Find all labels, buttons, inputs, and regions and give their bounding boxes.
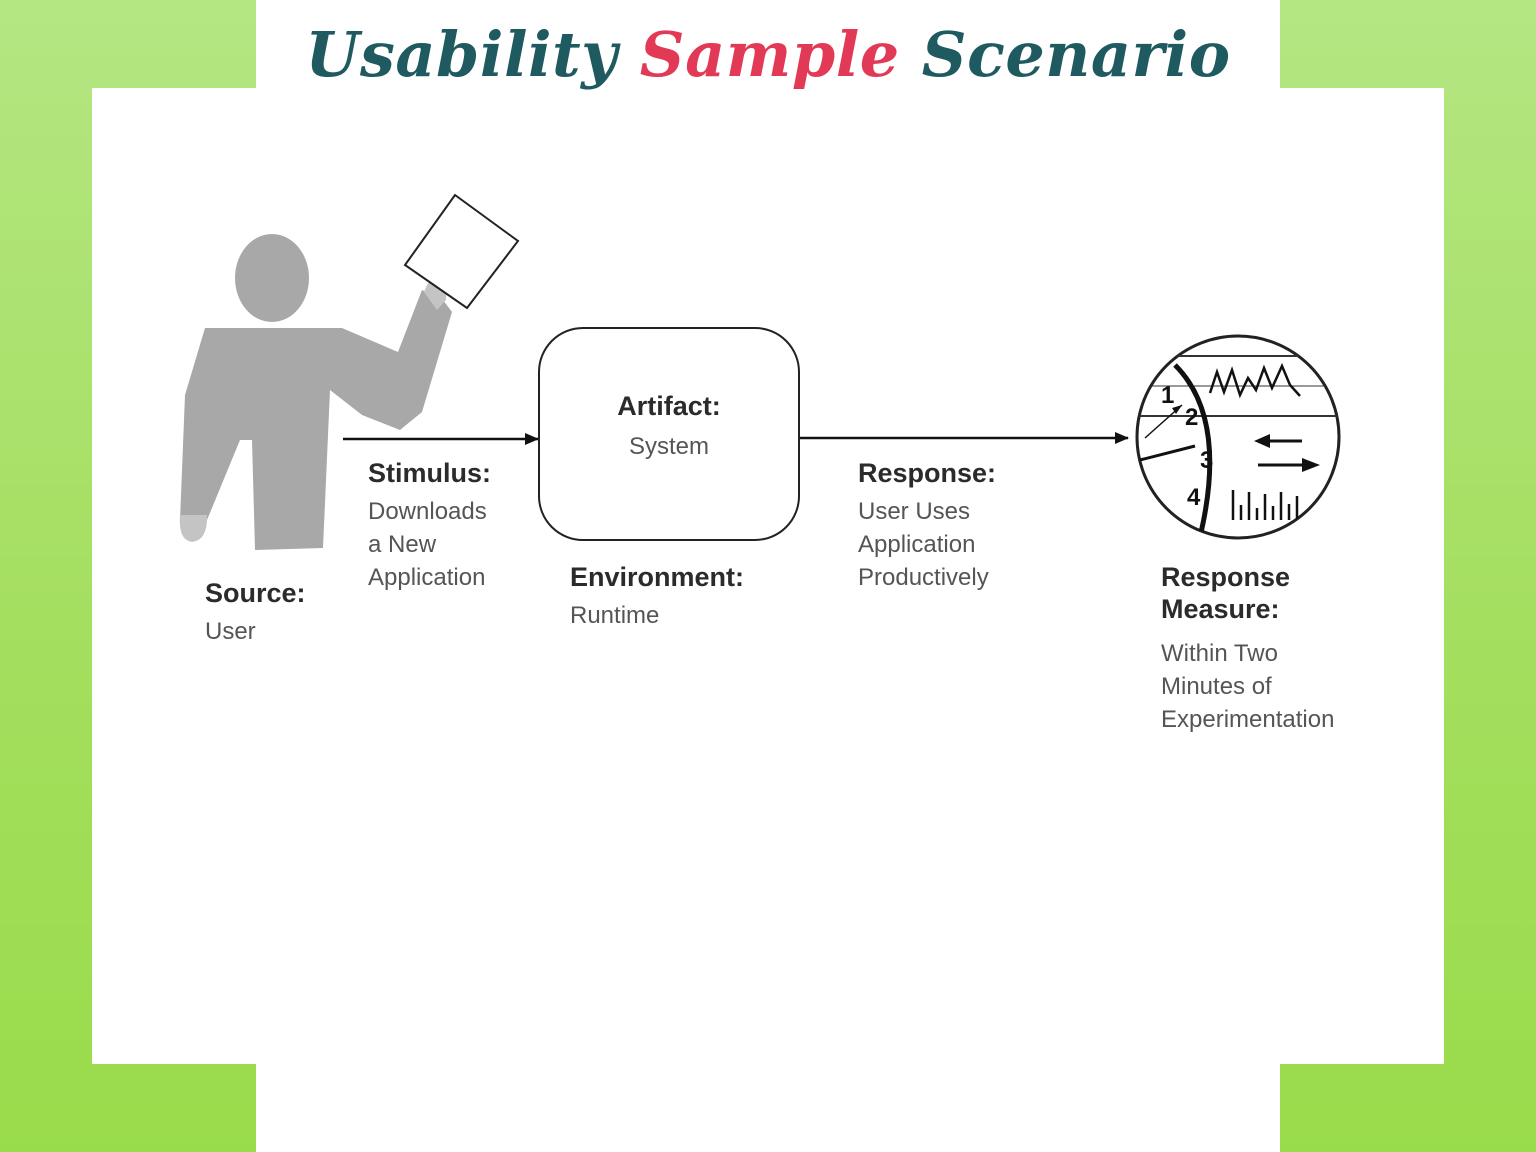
source-label: Source: User: [205, 577, 306, 648]
gauge-number-3: 3: [1200, 447, 1213, 474]
source-text: User: [205, 618, 256, 645]
environment-label: Environment: Runtime: [570, 561, 744, 632]
measurement-gauge-icon: 1 2 3 4: [1135, 334, 1341, 540]
response-measure-line-1: Within Two: [1161, 640, 1278, 667]
response-heading: Response:: [858, 458, 997, 488]
title-part-accent: Sample: [639, 18, 900, 91]
stimulus-line-1: Downloads: [368, 498, 487, 525]
response-measure-heading-2: Measure:: [1161, 594, 1280, 624]
stimulus-line-2: a New: [368, 531, 437, 558]
title-part-3: Scenario: [899, 18, 1231, 91]
artifact-label: Artifact: System: [539, 390, 799, 463]
artifact-box: [538, 327, 800, 541]
response-line-1: User Uses: [858, 498, 971, 525]
title-part-1: Usability: [305, 18, 640, 91]
response-measure-label: Response Measure: Within Two Minutes of …: [1161, 561, 1334, 736]
response-line-3: Productively: [858, 564, 989, 591]
stimulus-heading: Stimulus:: [368, 458, 492, 488]
slide-title: Usability Sample Scenario: [256, 0, 1280, 91]
gauge-number-2: 2: [1185, 404, 1198, 431]
artifact-text: System: [628, 433, 709, 460]
stimulus-line-3: Application: [368, 564, 486, 591]
response-label: Response: User Uses Application Producti…: [858, 457, 996, 594]
response-measure-line-2: Minutes of: [1161, 673, 1272, 700]
response-measure-heading-1: Response: [1161, 562, 1291, 592]
environment-text: Runtime: [570, 602, 660, 629]
title-bar: Usability Sample Scenario: [256, 0, 1280, 110]
environment-heading: Environment:: [570, 562, 745, 592]
source-heading: Source:: [205, 578, 306, 608]
response-line-2: Application: [858, 531, 976, 558]
response-measure-line-3: Experimentation: [1161, 706, 1335, 733]
gauge-number-4: 4: [1187, 484, 1201, 511]
gauge-number-1: 1: [1161, 382, 1174, 409]
stimulus-label: Stimulus: Downloads a New Application: [368, 457, 491, 594]
paper-sheet-icon: [403, 193, 520, 310]
artifact-heading: Artifact:: [617, 391, 721, 421]
slide-frame: [92, 88, 1444, 1064]
